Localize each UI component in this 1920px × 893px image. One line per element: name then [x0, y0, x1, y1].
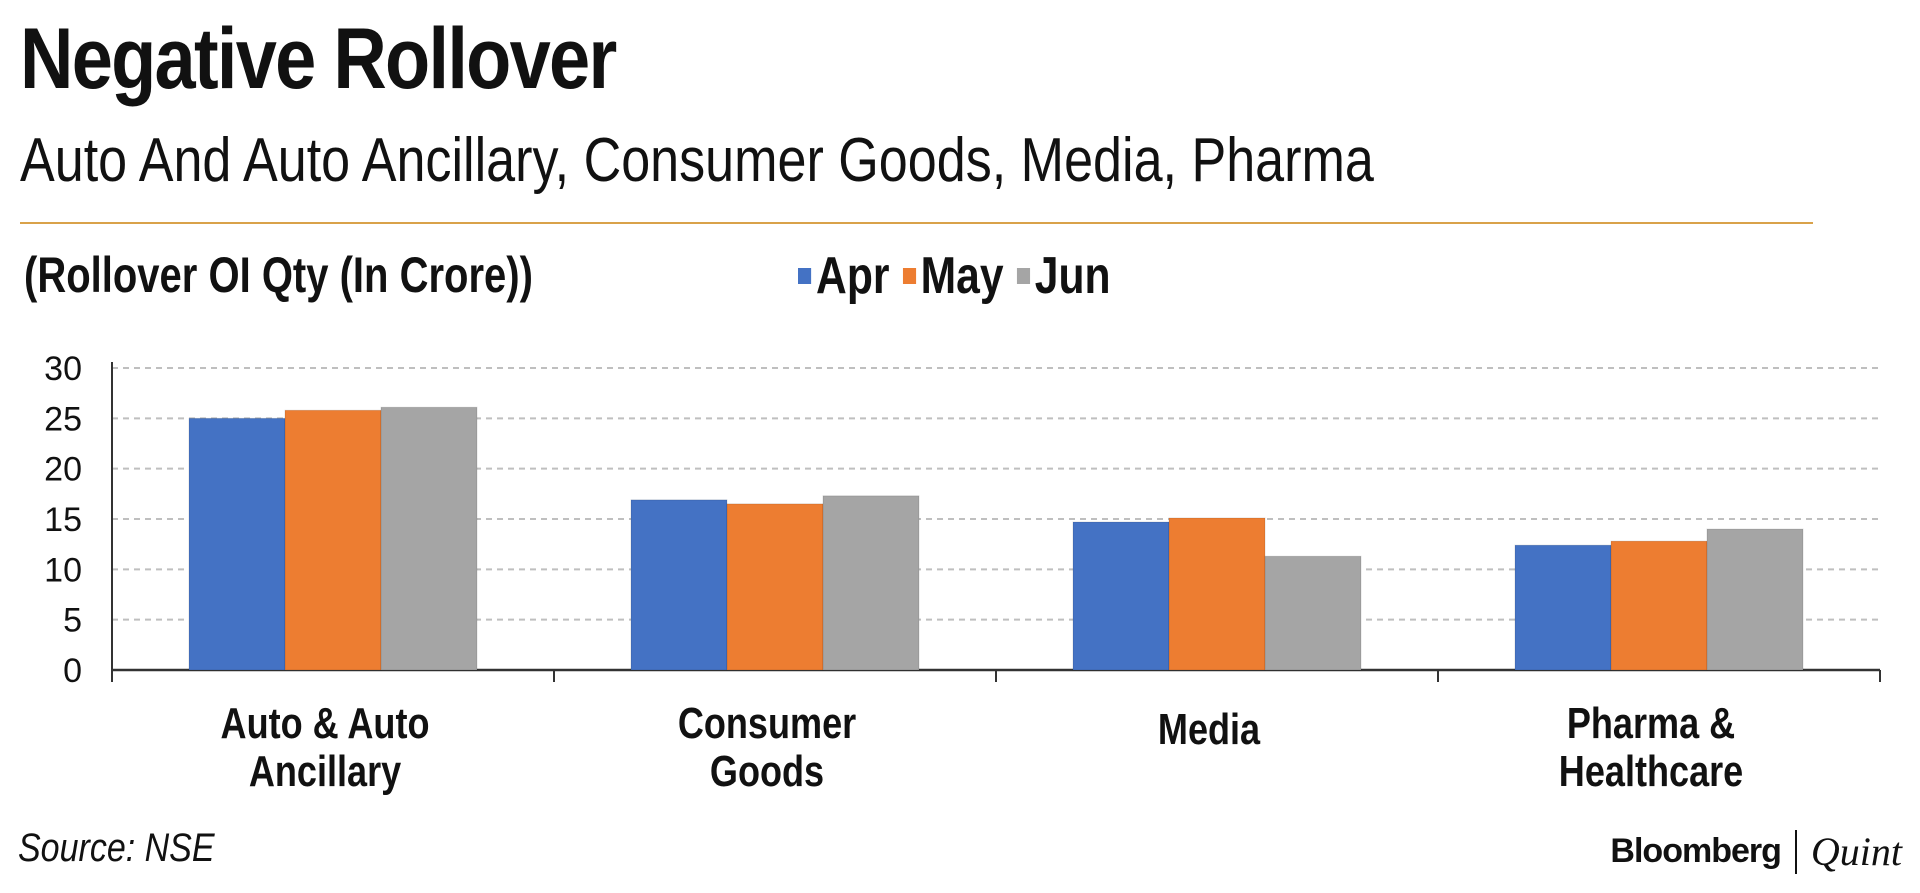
legend-swatch-apr — [798, 268, 812, 284]
brand-quint-wordmark: Quint — [1810, 829, 1902, 874]
y-tick-label-10: 10 — [44, 551, 82, 589]
legend-item-apr: Apr — [798, 250, 889, 302]
bar-jun-3 — [1706, 528, 1804, 671]
bar-apr-0 — [188, 417, 286, 671]
legend-label-apr: Apr — [816, 247, 890, 305]
legend-item-jun: Jun — [1016, 247, 1111, 305]
y-tick-label-30: 30 — [44, 350, 82, 388]
y-tick-label-20: 20 — [44, 451, 82, 489]
title-divider — [20, 222, 1813, 224]
brand-logo: Bloomberg Quint — [1610, 828, 1902, 875]
bar-may-2 — [1168, 517, 1266, 671]
bar-may-3 — [1610, 540, 1708, 671]
bar-may-0 — [284, 409, 382, 671]
legend-item-may: May — [902, 247, 1004, 305]
legend-swatch-jun — [1016, 268, 1030, 284]
x-category-label-0-line-1: Ancillary — [249, 747, 402, 796]
chart-subtitle: Auto And Auto Ancillary, Consumer Goods,… — [20, 126, 1374, 195]
legend-label-jun: Jun — [1034, 247, 1111, 305]
y-tick-label-25: 25 — [44, 400, 82, 438]
x-category-label-0-line-0: Auto & Auto — [221, 699, 430, 748]
brand-separator — [1794, 829, 1797, 874]
bar-may-1 — [726, 503, 824, 671]
legend-swatch-may — [902, 268, 916, 284]
brand-bloomberg-wordmark: Bloomberg — [1610, 832, 1781, 870]
source-note: Source: NSE — [18, 826, 215, 870]
y-tick-label-5: 5 — [63, 602, 82, 640]
x-category-label-1-line-0: Consumer — [678, 699, 857, 748]
y-tick-label-15: 15 — [44, 501, 82, 539]
x-category-label-3-line-0: Pharma & — [1567, 699, 1735, 748]
bar-apr-1 — [630, 499, 728, 671]
x-category-label-2-line-0: Media — [1158, 705, 1261, 754]
bar-jun-2 — [1264, 555, 1362, 671]
bar-jun-0 — [380, 406, 478, 671]
chart-title: Negative Rollover — [20, 11, 617, 107]
x-category-label-1-line-1: Goods — [710, 747, 824, 796]
chart-legend: Apr May Jun — [798, 250, 1124, 302]
bar-apr-2 — [1072, 521, 1170, 671]
bar-apr-3 — [1514, 544, 1612, 671]
x-category-label-3-line-1: Healthcare — [1559, 747, 1743, 796]
legend-label-may: May — [920, 247, 1004, 305]
y-tick-label-0: 0 — [63, 652, 82, 690]
bar-jun-1 — [822, 495, 920, 671]
y-axis-units-label: (Rollover OI Qty (In Crore)) — [24, 247, 533, 303]
